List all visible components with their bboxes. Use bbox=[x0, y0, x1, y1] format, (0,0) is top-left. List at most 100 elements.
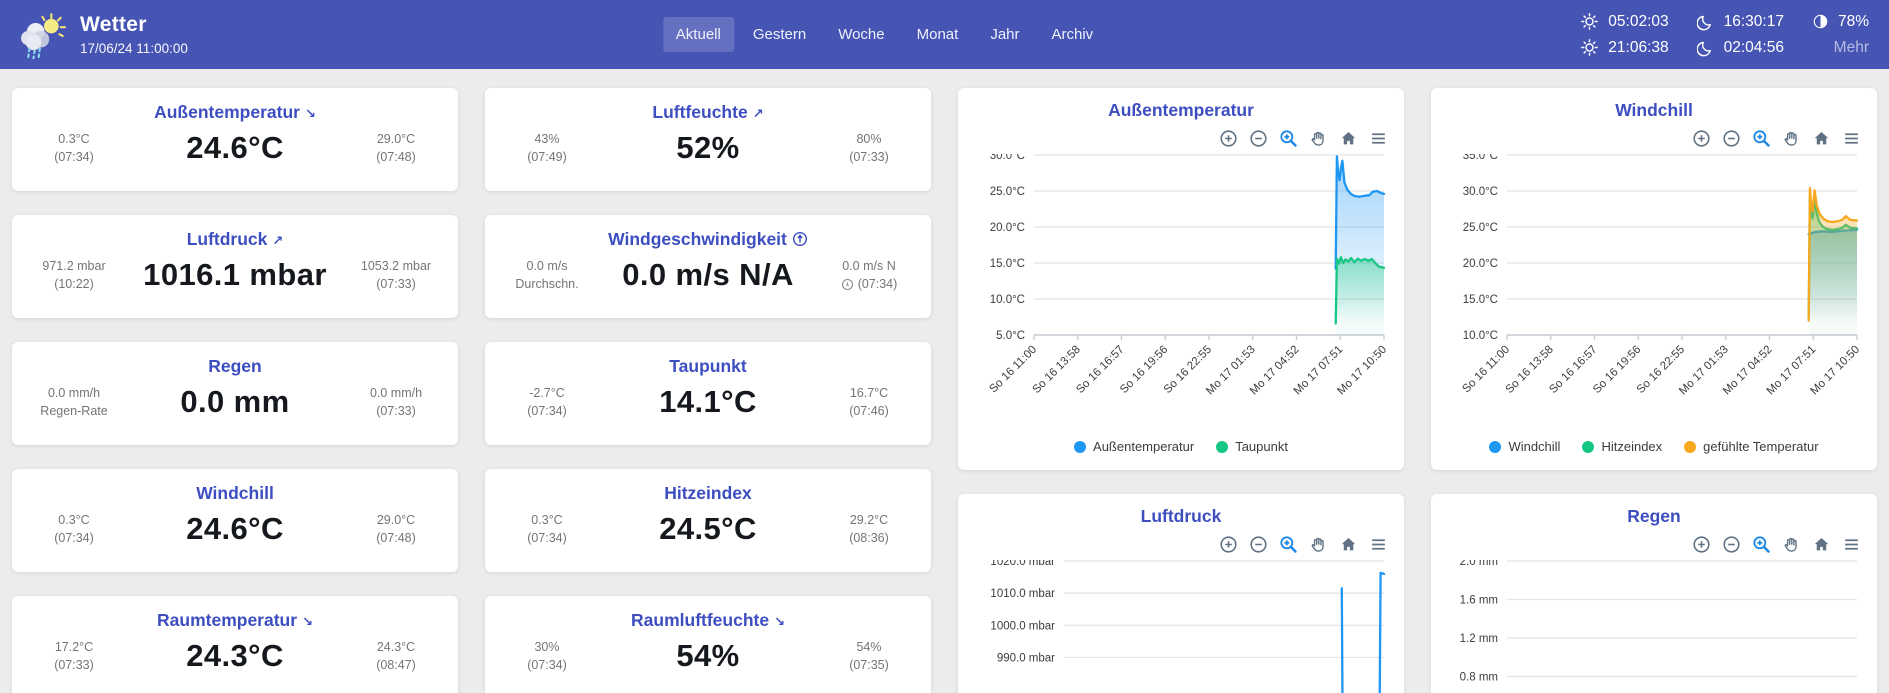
chart-card-windchill: Windchill 35.0°C 30.0°C 25.0°C 20.0°C 15.0°C… bbox=[1431, 88, 1877, 470]
stat-max: 29.0°C (07:48) bbox=[376, 132, 416, 165]
pan-icon[interactable] bbox=[1782, 129, 1801, 148]
legend-item[interactable]: gefühlte Temperatur bbox=[1684, 439, 1819, 454]
zoom-out-icon[interactable] bbox=[1722, 535, 1741, 554]
app-header: Wetter 17/06/24 11:00:00 Aktuell Gestern… bbox=[0, 0, 1889, 69]
stat-value: 0.0 mm bbox=[180, 384, 290, 420]
box-zoom-icon[interactable] bbox=[1279, 129, 1298, 148]
card-title-link[interactable]: Raumluftfeuchte ↘ bbox=[631, 610, 785, 630]
card-title-link[interactable]: Luftfeuchte ↗ bbox=[652, 102, 764, 122]
chart-plot[interactable]: 1020.0 mbar 1010.0 mbar 1000.0 mbar 990.0 m… bbox=[970, 560, 1392, 693]
trend-down-icon: ↘ bbox=[302, 614, 313, 629]
tab-aktuell[interactable]: Aktuell bbox=[662, 17, 734, 52]
trend-up-icon: ↗ bbox=[752, 106, 764, 121]
home-icon[interactable] bbox=[1812, 129, 1831, 148]
pan-icon[interactable] bbox=[1309, 535, 1328, 554]
svg-text:15.0°C: 15.0°C bbox=[990, 258, 1025, 270]
home-icon[interactable] bbox=[1339, 129, 1358, 148]
card-aussentemperatur: Außentemperatur ↘ 0.3°C (07:34) 24.6°C 29.… bbox=[12, 88, 458, 191]
stat-min: 0.3°C (07:34) bbox=[54, 513, 94, 546]
chart-card-regen: Regen 2.0 mm 1.6 mm 1.2 mm 0.8 mm bbox=[1431, 494, 1877, 693]
card-title-link[interactable]: Hitzeindex bbox=[664, 483, 752, 503]
trend-down-icon: ↘ bbox=[774, 614, 785, 629]
zoom-in-icon[interactable] bbox=[1219, 535, 1238, 554]
card-title-link[interactable]: Taupunkt bbox=[669, 356, 747, 376]
sunset-cell: 21:06:38 bbox=[1580, 38, 1669, 57]
card-title-link[interactable]: Raumtemperatur ↘ bbox=[157, 610, 313, 630]
zoom-in-icon[interactable] bbox=[1692, 129, 1711, 148]
card-raumluftfeuchte: Raumluftfeuchte ↘ 30% (07:34) 54% 54% (07:3… bbox=[485, 596, 931, 693]
stat-max: 16.7°C (07:46) bbox=[849, 386, 889, 419]
home-icon[interactable] bbox=[1339, 535, 1358, 554]
card-luftfeuchte: Luftfeuchte ↗ 43% (07:49) 52% 80% (07:33) bbox=[485, 88, 931, 191]
pan-icon[interactable] bbox=[1782, 535, 1801, 554]
legend-item[interactable]: Windchill bbox=[1489, 439, 1560, 454]
chart-plot[interactable]: 2.0 mm 1.6 mm 1.2 mm 0.8 mm bbox=[1443, 560, 1865, 693]
stat-min: 971.2 mbar (10:22) bbox=[42, 259, 106, 292]
trend-up-icon: ↗ bbox=[272, 233, 284, 248]
chart-title-link[interactable]: Windchill bbox=[1615, 100, 1693, 120]
tab-woche[interactable]: Woche bbox=[838, 26, 885, 43]
moonset-time: 02:04:56 bbox=[1723, 38, 1784, 56]
tab-archiv[interactable]: Archiv bbox=[1051, 26, 1094, 43]
more-link[interactable]: Mehr bbox=[1833, 38, 1869, 56]
stat-max: 29.2°C (08:36) bbox=[849, 513, 889, 546]
menu-icon[interactable] bbox=[1369, 129, 1388, 148]
home-icon[interactable] bbox=[1812, 535, 1831, 554]
card-title-link[interactable]: Außentemperatur ↘ bbox=[154, 102, 316, 122]
chart-title-link[interactable]: Außentemperatur bbox=[1108, 100, 1254, 120]
menu-icon[interactable] bbox=[1842, 129, 1861, 148]
stat-max: 0.0 mm/h (07:33) bbox=[369, 386, 423, 419]
zoom-in-icon[interactable] bbox=[1692, 535, 1711, 554]
weather-logo-icon bbox=[21, 12, 66, 59]
card-regen: Regen 0.0 mm/h Regen-Rate 0.0 mm 0.0 mm/h… bbox=[12, 342, 458, 445]
chart-title-link[interactable]: Regen bbox=[1627, 506, 1681, 526]
stat-average: 0.0 m/s Durchschn. bbox=[515, 259, 579, 292]
sunrise-time: 05:02:03 bbox=[1608, 12, 1669, 30]
card-hitzeindex: Hitzeindex 0.3°C (07:34) 24.5°C 29.2°C (08… bbox=[485, 469, 931, 572]
zoom-out-icon[interactable] bbox=[1249, 535, 1268, 554]
stat-max: 54% (07:35) bbox=[849, 640, 889, 673]
stat-max: 29.0°C (07:48) bbox=[376, 513, 416, 546]
card-title-link[interactable]: Windchill bbox=[196, 483, 274, 503]
stat-value: 24.6°C bbox=[186, 130, 284, 166]
menu-icon[interactable] bbox=[1369, 535, 1388, 554]
stat-value: 24.6°C bbox=[186, 511, 284, 547]
sunrise-cell: 05:02:03 bbox=[1580, 12, 1669, 31]
pan-icon[interactable] bbox=[1309, 129, 1328, 148]
box-zoom-icon[interactable] bbox=[1279, 535, 1298, 554]
stat-max: 1053.2 mbar (07:33) bbox=[360, 259, 432, 292]
card-luftdruck: Luftdruck ↗ 971.2 mbar (10:22) 1016.1 mbar… bbox=[12, 215, 458, 318]
chart-plot[interactable]: 30.0°C25.0°C20.0°C15.0°C10.0°C5.0°CSo 16… bbox=[970, 154, 1392, 398]
chart-title-link[interactable]: Luftdruck bbox=[1140, 506, 1222, 526]
card-title-link[interactable]: Regen bbox=[208, 356, 262, 376]
legend-item[interactable]: Hitzeindex bbox=[1582, 439, 1662, 454]
svg-text:0.8 mm: 0.8 mm bbox=[1460, 672, 1498, 684]
legend-item[interactable]: Taupunkt bbox=[1216, 439, 1288, 454]
box-zoom-icon[interactable] bbox=[1752, 535, 1771, 554]
menu-icon[interactable] bbox=[1842, 535, 1861, 554]
tab-jahr[interactable]: Jahr bbox=[990, 26, 1020, 43]
card-title-link[interactable]: Luftdruck ↗ bbox=[186, 229, 284, 249]
zoom-in-icon[interactable] bbox=[1219, 129, 1238, 148]
stat-value: 1016.1 mbar bbox=[143, 257, 327, 293]
moonrise-time: 16:30:17 bbox=[1723, 12, 1784, 30]
chart-column-1: Außentemperatur 30.0°C 25.0°C 20.0°C 15.0°C… bbox=[958, 88, 1404, 693]
sunrise-icon bbox=[1581, 13, 1599, 30]
tab-monat[interactable]: Monat bbox=[916, 26, 959, 43]
card-windchill: Windchill 0.3°C (07:34) 24.6°C 29.0°C (07:… bbox=[12, 469, 458, 572]
zoom-out-icon[interactable] bbox=[1249, 129, 1268, 148]
svg-text:1.6 mm: 1.6 mm bbox=[1460, 595, 1498, 607]
zoom-out-icon[interactable] bbox=[1722, 129, 1741, 148]
svg-text:1020.0 mbar: 1020.0 mbar bbox=[990, 560, 1055, 568]
moon-phase-cell: 78% bbox=[1812, 13, 1869, 31]
tab-gestern[interactable]: Gestern bbox=[752, 26, 807, 43]
box-zoom-icon[interactable] bbox=[1752, 129, 1771, 148]
chart-plot[interactable]: 35.0°C30.0°C25.0°C20.0°C15.0°C10.0°CSo 1… bbox=[1443, 154, 1865, 398]
svg-text:10.0°C: 10.0°C bbox=[1463, 330, 1498, 342]
card-title-link[interactable]: Windgeschwindigkeit bbox=[499, 229, 917, 250]
stat-value: 54% bbox=[676, 638, 740, 674]
legend-item[interactable]: Außentemperatur bbox=[1074, 439, 1194, 454]
legend-dot bbox=[1582, 440, 1595, 453]
svg-text:25.0°C: 25.0°C bbox=[990, 186, 1025, 198]
stat-max: 24.3°C (08:47) bbox=[376, 640, 416, 673]
